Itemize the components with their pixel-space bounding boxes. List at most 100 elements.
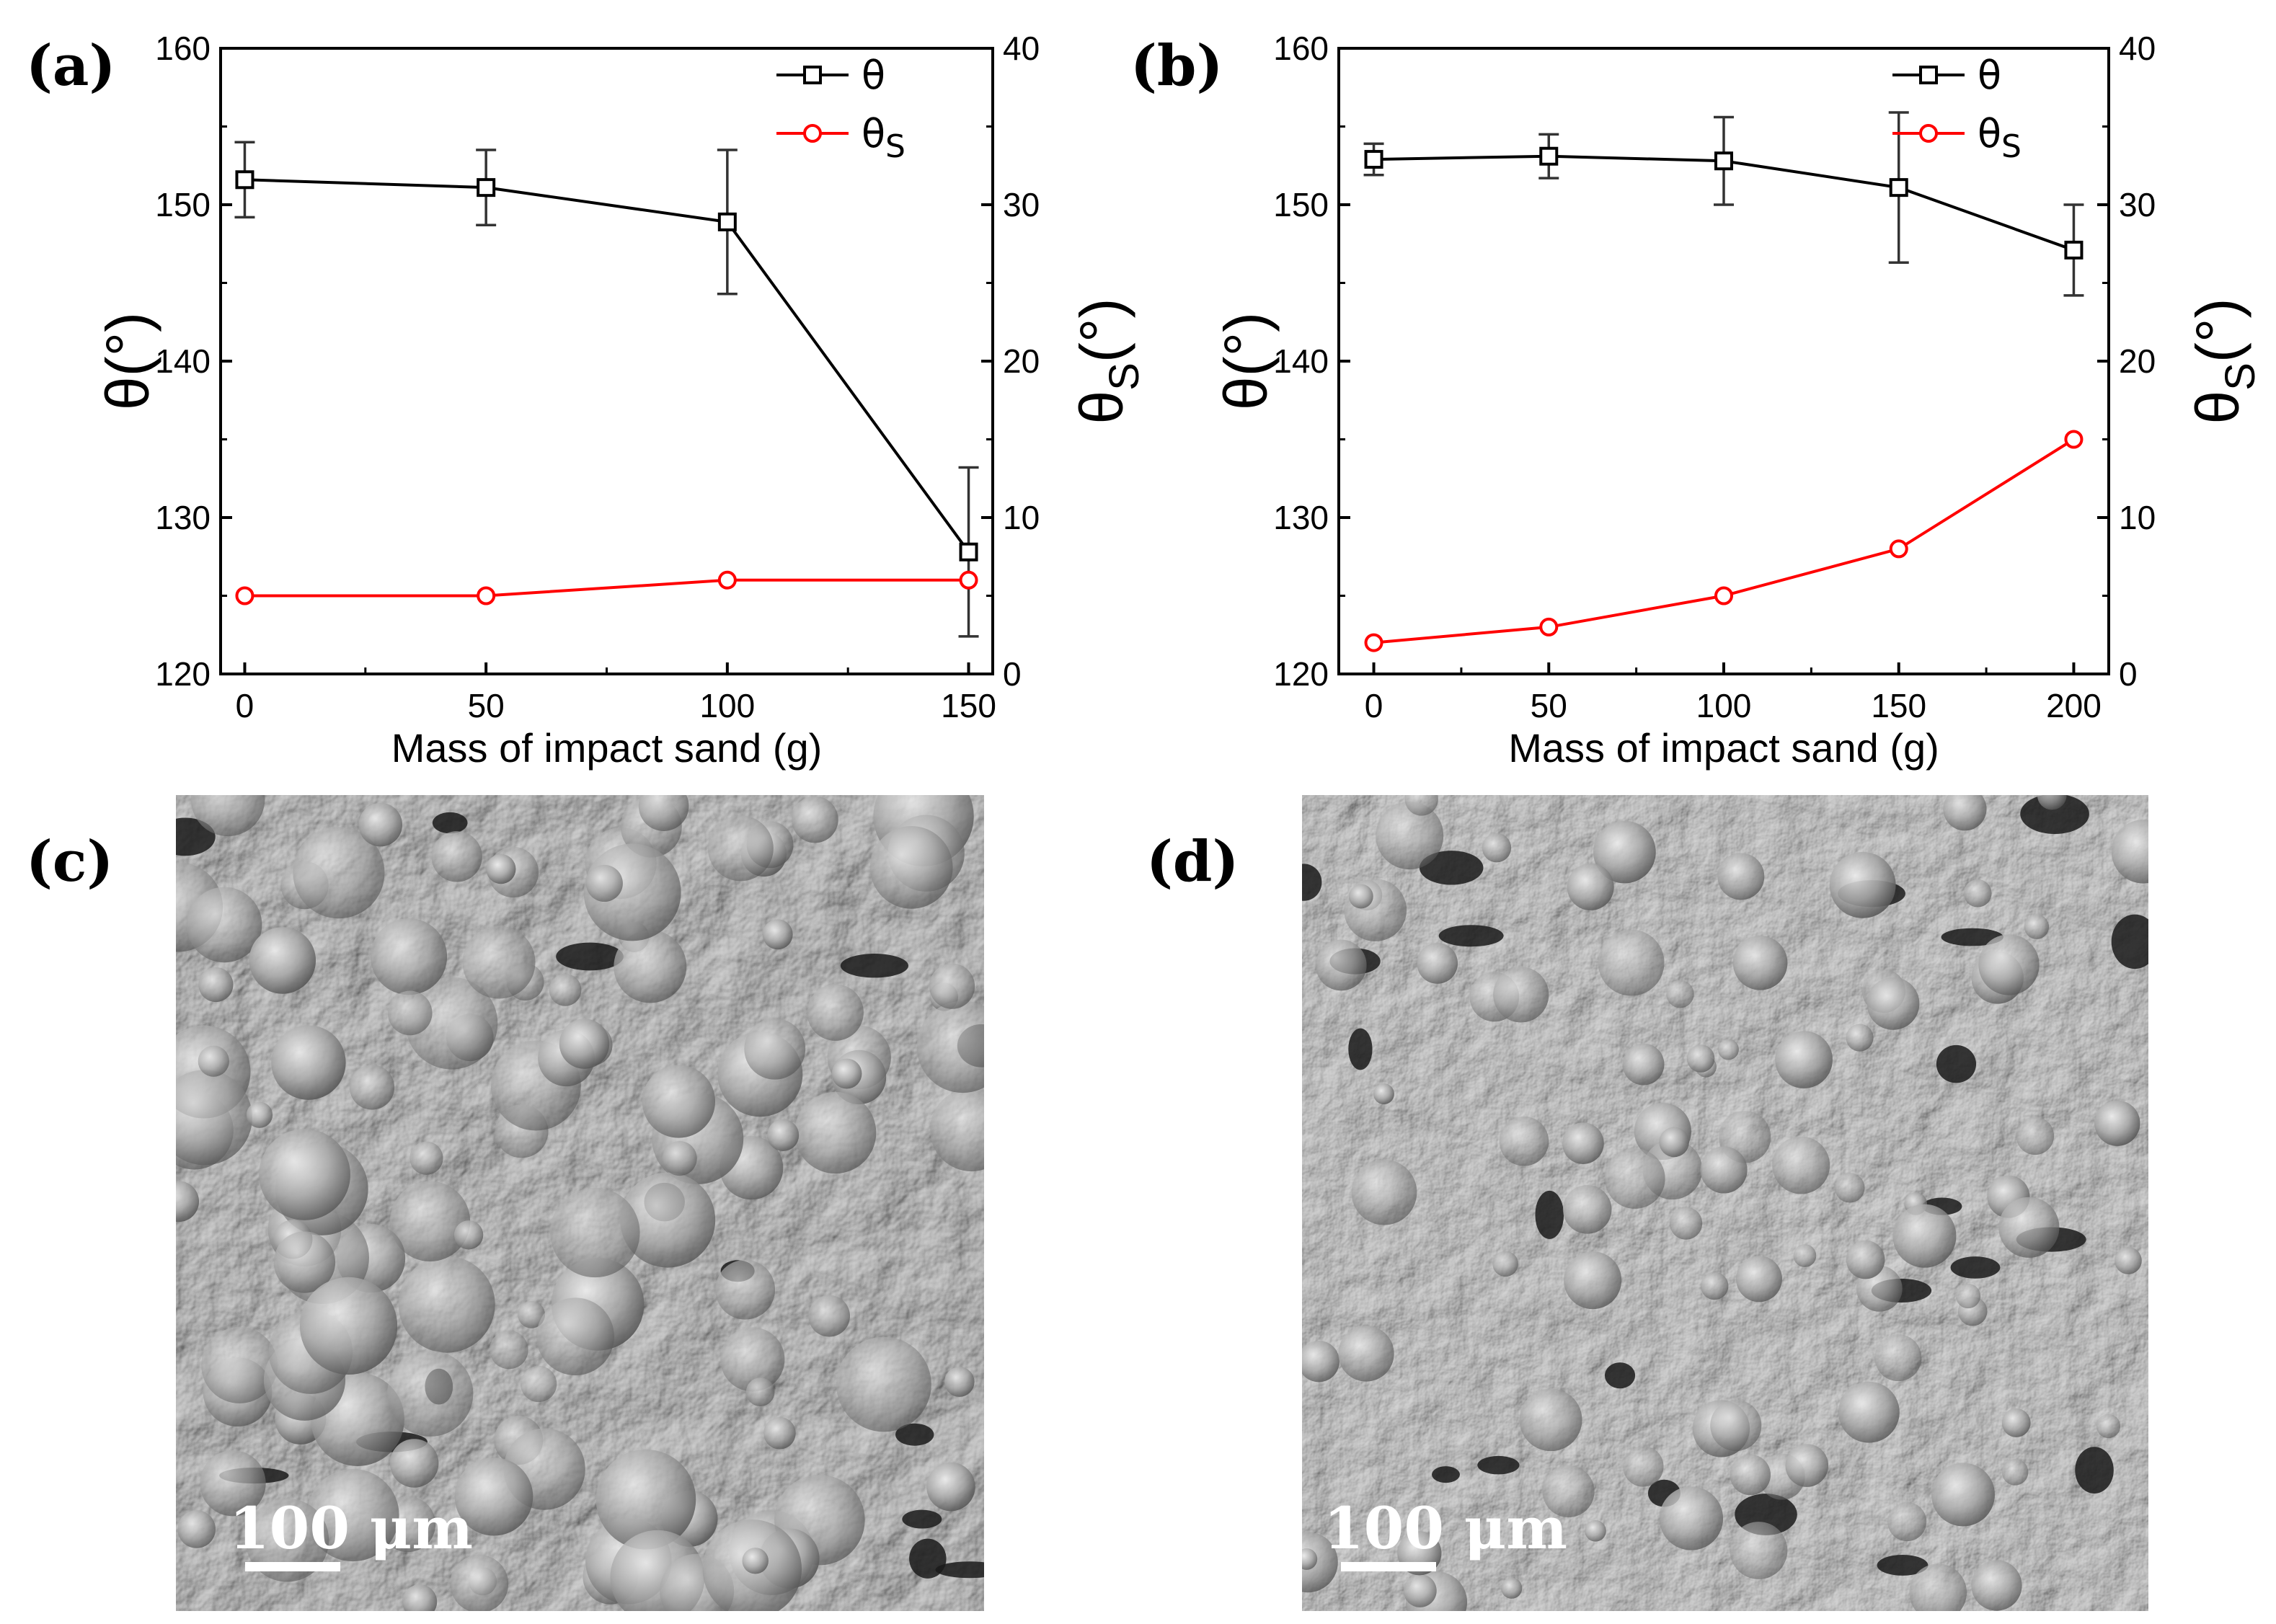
- sem-particle: [1593, 820, 1656, 884]
- sem-particle: [763, 1416, 796, 1450]
- y-right-tick-label: 40: [1003, 30, 1040, 67]
- sem-particle: [186, 887, 262, 963]
- scale-bar-c: [245, 1562, 340, 1571]
- sem-particle: [929, 1088, 984, 1171]
- data-point-circle: [959, 570, 978, 590]
- sem-particle: [767, 1119, 800, 1151]
- sem-particle: [1931, 1463, 1996, 1527]
- sem-pore: [1419, 851, 1484, 885]
- x-tick-label: 0: [1365, 687, 1383, 724]
- sem-pore: [432, 812, 468, 834]
- sem-pore: [1302, 864, 1322, 901]
- sem-pore: [1604, 1362, 1636, 1389]
- sem-particle: [1585, 1520, 1606, 1542]
- legend-label-theta: θ: [862, 53, 885, 98]
- sem-particle: [306, 1468, 399, 1562]
- sem-particle: [620, 1172, 716, 1268]
- y-left-tick-label: 140: [1273, 342, 1329, 380]
- sem-particle: [201, 1326, 278, 1403]
- y-left-tick-label: 150: [1273, 186, 1329, 223]
- sem-particle: [1846, 1024, 1874, 1052]
- x-axis-title: Mass of impact sand (g): [1508, 725, 1939, 771]
- sem-particle: [389, 1181, 471, 1262]
- sem-particle: [462, 926, 536, 999]
- sem-particle: [1867, 977, 1920, 1030]
- sem-particle: [1838, 1381, 1900, 1443]
- legend: θθS: [1892, 53, 2022, 165]
- sem-particle: [518, 1300, 546, 1328]
- sem-particle: [271, 1025, 346, 1100]
- sem-particle: [246, 1101, 273, 1128]
- data-point-square: [1364, 150, 1383, 169]
- sem-particle: [1772, 1136, 1830, 1194]
- sem-pore: [556, 942, 624, 971]
- data-point-square: [235, 170, 254, 190]
- sem-particle: [1835, 1173, 1865, 1203]
- sem-particle: [1735, 1256, 1782, 1303]
- sem-particle: [869, 826, 953, 909]
- sem-particle: [521, 1365, 557, 1403]
- sem-particle: [349, 1065, 395, 1110]
- sem-particle: [2001, 1408, 2031, 1437]
- sem-pore: [1936, 1044, 1977, 1083]
- sem-particle: [1700, 1146, 1748, 1194]
- sem-pore: [1348, 1028, 1373, 1070]
- series-line-1: [244, 578, 969, 598]
- sem-pore: [1432, 1466, 1460, 1483]
- data-point-circle: [477, 586, 496, 605]
- legend-marker-theta-s: [803, 124, 822, 143]
- y-left-tick-label: 140: [155, 342, 211, 380]
- sem-particle: [398, 1256, 495, 1353]
- sem-particle: [808, 1295, 851, 1337]
- y-right-title-subscript: S: [2217, 363, 2264, 391]
- legend-theta-s-subscript: S: [2001, 128, 2022, 165]
- y-left-tick-label: 160: [1273, 30, 1329, 67]
- sem-particle: [926, 1462, 975, 1512]
- chart-a: (a) 0 50 100 150 120 130 140 150 160 0 10 20 30 40 Mas…: [26, 30, 1148, 771]
- data-point-square: [959, 542, 978, 562]
- scale-bar-label-d: 100 μm: [1324, 1494, 1567, 1562]
- y-left-tick-label: 150: [155, 186, 211, 223]
- sem-particle: [1499, 1116, 1549, 1166]
- sem-particle: [1909, 1563, 1967, 1611]
- sem-particle: [662, 1141, 697, 1176]
- sem-particle: [453, 1220, 484, 1250]
- sem-particle: [614, 930, 687, 1003]
- sem-particle: [1978, 934, 2040, 995]
- sem-particle: [807, 984, 864, 1041]
- sem-particle: [715, 1259, 776, 1320]
- y-left-tick-label: 120: [155, 655, 211, 693]
- sem-particle: [792, 796, 838, 843]
- y-right-title-unit: (°): [1068, 298, 1135, 363]
- sem-pore: [1877, 1555, 1929, 1576]
- sem-pore: [1535, 1190, 1564, 1239]
- y-right-axis-title: θS(°): [2184, 298, 2264, 425]
- y-left-axis-title: θ(°): [1212, 312, 1280, 410]
- scale-bar-d: [1341, 1562, 1436, 1571]
- series-line-0: [244, 178, 970, 553]
- sem-particle: [293, 827, 385, 919]
- sem-particle: [1955, 1283, 1981, 1309]
- legend-marker-theta: [803, 66, 822, 84]
- sem-particle: [387, 990, 433, 1036]
- sem-particle: [1686, 1044, 1715, 1073]
- sem-particle: [1519, 1388, 1582, 1452]
- sem-pore: [2111, 914, 2148, 969]
- x-tick-label: 0: [236, 687, 254, 724]
- sem-particle: [1403, 1574, 1437, 1607]
- sem-particle: [1338, 1326, 1394, 1382]
- sem-particle: [2111, 820, 2148, 884]
- sem-particle: [1829, 851, 1896, 918]
- sem-particle: [1874, 1334, 1922, 1382]
- sem-particle: [1659, 1486, 1724, 1550]
- sem-pore: [2020, 795, 2089, 834]
- sem-particle: [358, 802, 402, 847]
- y-right-tick-label: 30: [2119, 186, 2156, 223]
- panel-label-a: (a): [26, 33, 115, 99]
- y-right-tick-label: 10: [1003, 499, 1040, 536]
- sem-particle: [642, 1065, 716, 1138]
- sem-particle: [742, 1548, 769, 1574]
- y-right-tick-label: 0: [2119, 655, 2138, 693]
- y-right-title-subscript: S: [1101, 363, 1148, 391]
- x-tick-label: 100: [699, 687, 755, 724]
